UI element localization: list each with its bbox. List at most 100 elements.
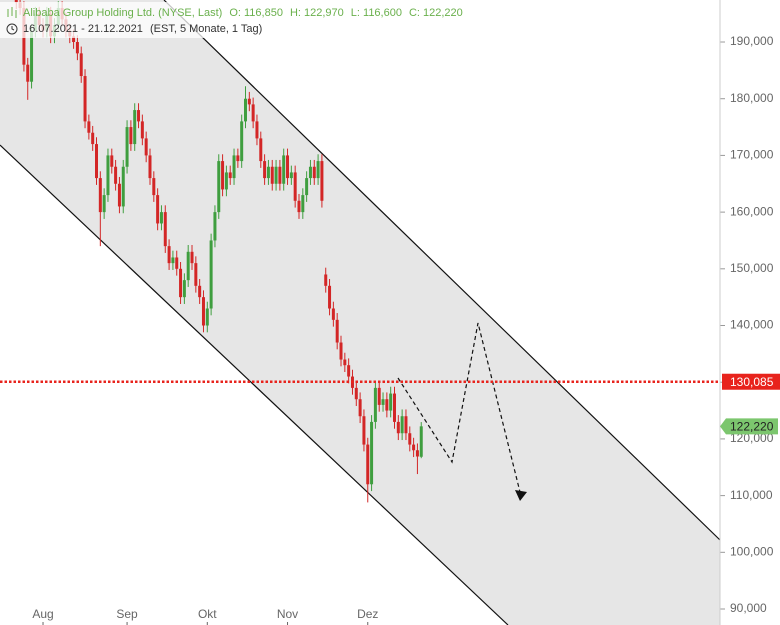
candle-body: [72, 36, 76, 43]
candle-body: [201, 297, 205, 326]
candle-body: [308, 166, 312, 179]
range-info: (EST, 5 Monate, 1 Tag): [150, 23, 262, 35]
candle-body: [244, 98, 248, 122]
candle-body: [79, 53, 83, 77]
candle-body: [263, 161, 267, 179]
candle-body: [159, 212, 163, 224]
candle-body: [293, 172, 297, 201]
chart-icon: [7, 7, 17, 18]
candle-body: [198, 285, 202, 298]
y-tick-label: 90,000: [730, 601, 767, 615]
candle-body: [205, 308, 209, 326]
candle-body: [331, 308, 335, 320]
candle-body: [129, 127, 133, 145]
candle-body: [240, 121, 244, 162]
candle-body: [95, 144, 99, 179]
candle-body: [121, 166, 125, 207]
candle-body: [312, 166, 316, 179]
candle-body: [140, 121, 144, 139]
channel-upper: [163, 0, 721, 541]
candle-body: [259, 138, 263, 162]
x-tick-label: Aug: [32, 607, 53, 621]
candle-body: [163, 212, 167, 247]
candle-body: [419, 426, 423, 457]
candle-body: [102, 195, 106, 213]
candle-body: [117, 183, 121, 207]
candle-body: [87, 121, 91, 133]
candle-body: [404, 416, 408, 434]
candle-body: [301, 195, 305, 213]
candle-body: [370, 421, 374, 485]
candle-body: [175, 257, 179, 269]
candle-body: [91, 132, 95, 145]
last-price-box: [720, 418, 778, 435]
header-part: L: 116,600: [351, 7, 402, 19]
candle-body: [182, 280, 186, 298]
candle-body: [255, 121, 259, 139]
candle-body: [400, 416, 404, 434]
candle-body: [167, 246, 171, 264]
candle-body: [415, 450, 419, 457]
level-label: 130,085: [730, 375, 774, 389]
candle-body: [278, 166, 282, 184]
x-tick-label: Nov: [277, 607, 298, 621]
candle-body: [251, 104, 255, 122]
candle-body: [389, 393, 393, 411]
candle-body: [213, 212, 217, 241]
candle-body: [26, 64, 30, 82]
candle-body: [171, 257, 175, 264]
channel-lower: [0, 144, 509, 625]
candle-body: [358, 399, 362, 417]
candle-body: [179, 268, 183, 298]
candle-body: [408, 433, 412, 445]
candle-body: [217, 161, 221, 213]
y-tick-label: 150,000: [730, 261, 774, 275]
y-tick-label: 180,000: [730, 91, 774, 105]
candle-body: [373, 387, 377, 422]
grid: 90,000100,000110,000120,000130,000140,00…: [32, 34, 774, 625]
candle-body: [320, 161, 324, 201]
level-label-box: [722, 373, 780, 390]
candle-body: [324, 274, 328, 286]
candle-body: [316, 161, 320, 179]
candle-body: [110, 155, 114, 167]
date-range: 16.07.2021 - 21.12.2021: [23, 23, 143, 35]
candle-body: [282, 155, 286, 184]
candle-body: [366, 444, 370, 485]
candle-body: [98, 178, 102, 213]
candle-body: [186, 251, 190, 281]
candle-body: [224, 172, 228, 190]
y-tick-label: 160,000: [730, 204, 774, 218]
candle-body: [392, 393, 396, 422]
y-tick-label: 190,000: [730, 34, 774, 48]
candle-body: [354, 387, 358, 400]
candle-body: [297, 200, 301, 213]
candle-body: [83, 76, 87, 122]
candle-body: [152, 178, 156, 196]
candle-body: [286, 155, 290, 179]
candle-body: [148, 155, 152, 179]
candle-body: [209, 240, 213, 309]
forecast-arrowhead: [515, 490, 527, 501]
candle-body: [385, 399, 389, 411]
candle-body: [335, 319, 339, 343]
trend-channel: [0, 0, 720, 625]
forecast-path: [397, 322, 521, 493]
candle-body: [14, 0, 18, 3]
candle-body: [75, 42, 79, 54]
candle-body: [137, 110, 141, 122]
candle-body: [362, 416, 366, 445]
y-tick-label: 100,000: [730, 544, 774, 558]
header-part: Alibaba Group Holding Ltd. (NYSE, Last): [23, 7, 222, 19]
candle-body: [270, 166, 274, 184]
candle-body: [144, 138, 148, 156]
candle-body: [247, 98, 251, 105]
candle-body: [396, 421, 400, 434]
candle-body: [194, 263, 198, 286]
candles: [14, 0, 423, 503]
x-tick-label: Okt: [198, 607, 217, 621]
candle-body: [106, 155, 110, 196]
candle-body: [377, 387, 381, 405]
last-price-label: 122,220: [730, 419, 774, 433]
